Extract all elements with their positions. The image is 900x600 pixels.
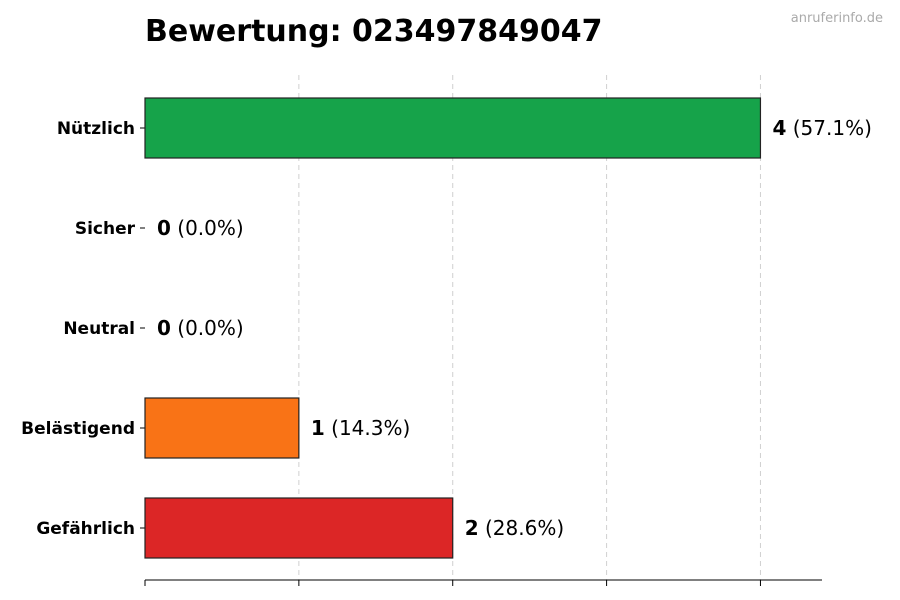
- y-tick-label: Belästigend: [21, 419, 135, 439]
- bar-value-label: 1 (14.3%): [311, 416, 410, 440]
- y-tick-label: Sicher: [75, 219, 136, 239]
- bar: [144, 497, 454, 559]
- plot-area: Nützlich 4 (57.1%) Sicher 0 (0.0%) Neutral 0 …: [21, 75, 872, 586]
- bar-value-label: 0 (0.0%): [157, 316, 244, 340]
- watermark: anruferinfo.de: [791, 11, 883, 26]
- chart-title: Bewertung: 023497849047: [145, 14, 603, 49]
- bar-value-label: 4 (57.1%): [772, 116, 871, 140]
- y-tick-label: Neutral: [63, 319, 135, 339]
- y-tick-label: Nützlich: [57, 119, 135, 139]
- bar-value-label: 2 (28.6%): [465, 516, 564, 540]
- y-tick-label: Gefährlich: [36, 519, 135, 539]
- bar: [144, 97, 762, 159]
- bar: [144, 397, 300, 459]
- bar-value-label: 0 (0.0%): [157, 216, 244, 240]
